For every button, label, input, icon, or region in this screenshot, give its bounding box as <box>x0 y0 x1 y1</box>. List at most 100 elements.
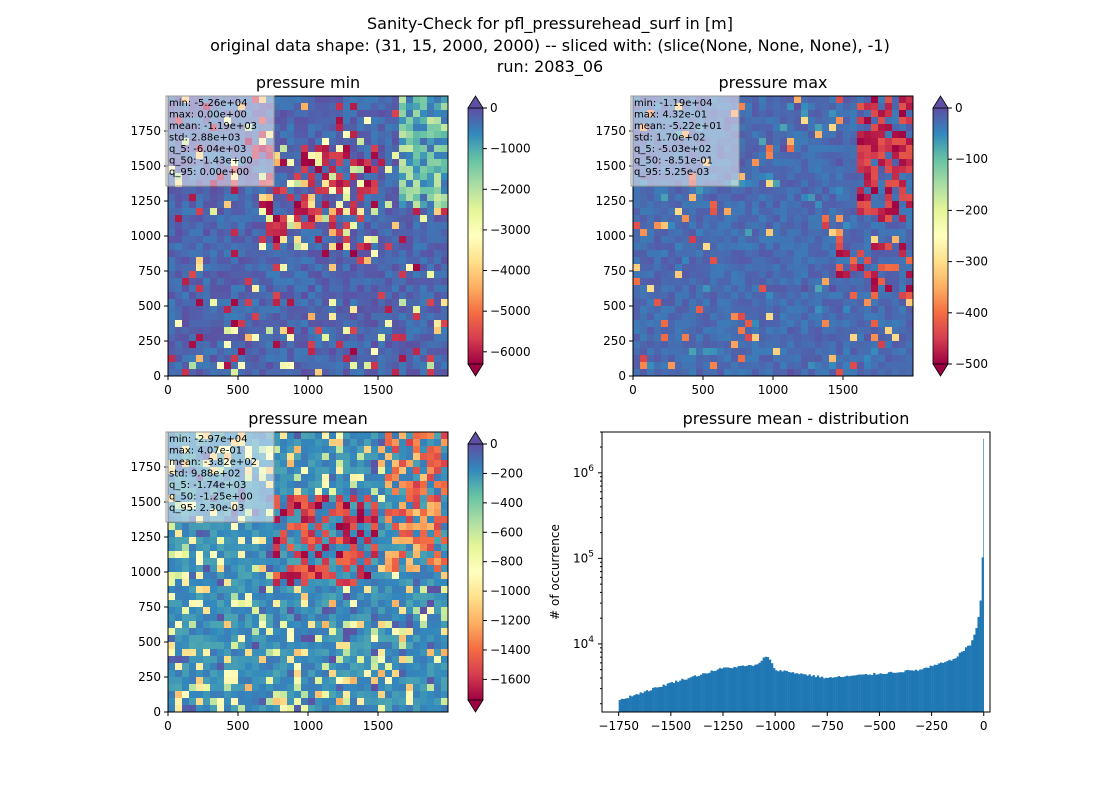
heatmap-cell <box>857 341 865 349</box>
heatmap-cell <box>752 215 760 223</box>
heatmap-cell <box>224 208 232 216</box>
heatmap-cell <box>322 439 330 447</box>
heatmap-cell <box>385 278 393 286</box>
heatmap-cell <box>336 488 344 496</box>
heatmap-cell <box>343 341 351 349</box>
heatmap-cell <box>717 271 725 279</box>
heatmap-cell <box>406 250 414 258</box>
heatmap-cell <box>434 173 442 181</box>
heatmap-cell <box>196 208 204 216</box>
heatmap-cell <box>259 677 267 685</box>
heatmap-cell <box>196 187 204 195</box>
heatmap-cell <box>308 117 316 125</box>
heatmap-cell <box>413 474 421 482</box>
heatmap-cell <box>231 306 239 314</box>
heatmap-cell <box>378 145 386 153</box>
heatmap-cell <box>766 348 774 356</box>
heatmap-cell <box>322 96 330 104</box>
heatmap-cell <box>294 600 302 608</box>
heatmap-cell <box>238 236 246 244</box>
heatmap-cell <box>738 145 746 153</box>
heatmap-cell <box>857 180 865 188</box>
heatmap-cell <box>892 166 900 174</box>
heatmap-cell <box>231 642 239 650</box>
panel-title: pressure mean <box>248 409 368 428</box>
heatmap-cell <box>378 208 386 216</box>
heatmap-cell <box>647 222 655 230</box>
heatmap-cell <box>378 159 386 167</box>
heatmap-cell <box>745 208 753 216</box>
heatmap-cell <box>259 705 267 713</box>
heatmap-cell <box>822 152 830 160</box>
heatmap-cell <box>168 215 176 223</box>
heatmap-cell <box>385 362 393 370</box>
heatmap-cell <box>441 670 449 678</box>
heatmap-cell <box>892 285 900 293</box>
heatmap-cell <box>822 355 830 363</box>
heatmap-cell <box>385 593 393 601</box>
heatmap-cell <box>196 362 204 370</box>
heatmap-cell <box>434 537 442 545</box>
heatmap-cell <box>843 264 851 272</box>
heatmap-cell <box>647 327 655 335</box>
heatmap-cell <box>801 299 809 307</box>
heatmap-cell <box>420 614 428 622</box>
heatmap-cell <box>675 215 683 223</box>
heatmap-cell <box>196 649 204 657</box>
heatmap-cell <box>238 635 246 643</box>
heatmap-cell <box>434 544 442 552</box>
heatmap-cell <box>336 334 344 342</box>
heatmap-cell <box>224 586 232 594</box>
heatmap-cell <box>406 670 414 678</box>
heatmap-cell <box>203 369 211 377</box>
heatmap-cell <box>427 348 435 356</box>
heatmap-cell <box>385 166 393 174</box>
heatmap-cell <box>385 509 393 517</box>
heatmap-cell <box>196 271 204 279</box>
heatmap-cell <box>675 341 683 349</box>
x-tick-label: 1000 <box>293 383 324 397</box>
heatmap-cell <box>766 271 774 279</box>
heatmap-cell <box>357 369 365 377</box>
heatmap-cell <box>745 320 753 328</box>
heatmap-cell <box>864 243 872 251</box>
heatmap-cell <box>441 439 449 447</box>
heatmap-cell <box>343 656 351 664</box>
heatmap-cell <box>392 229 400 237</box>
heatmap-cell <box>675 208 683 216</box>
heatmap-cell <box>885 131 893 139</box>
heatmap-cell <box>836 187 844 195</box>
heatmap-cell <box>822 194 830 202</box>
heatmap-cell <box>224 243 232 251</box>
heatmap-cell <box>175 663 183 671</box>
heatmap-cell <box>689 215 697 223</box>
heatmap-cell <box>654 194 662 202</box>
heatmap-cell <box>703 250 711 258</box>
heatmap-cell <box>682 229 690 237</box>
heatmap-cell <box>441 656 449 664</box>
heatmap-cell <box>287 117 295 125</box>
heatmap-cell <box>399 250 407 258</box>
heatmap-cell <box>189 558 197 566</box>
heatmap-cell <box>175 355 183 363</box>
heatmap-cell <box>441 523 449 531</box>
heatmap-cell <box>175 530 183 538</box>
heatmap-cell <box>238 684 246 692</box>
heatmap-cell <box>350 341 358 349</box>
heatmap-cell <box>420 271 428 279</box>
heatmap-cell <box>399 607 407 615</box>
heatmap-cell <box>689 362 697 370</box>
heatmap-cell <box>322 187 330 195</box>
heatmap-cell <box>294 579 302 587</box>
heatmap-cell <box>175 523 183 531</box>
heatmap-cell <box>168 551 176 559</box>
heatmap-cell <box>640 194 648 202</box>
heatmap-cell <box>385 432 393 440</box>
heatmap-cell <box>203 327 211 335</box>
heatmap-cell <box>259 691 267 699</box>
heatmap-cell <box>801 173 809 181</box>
heatmap-cell <box>871 278 879 286</box>
heatmap-cell <box>315 579 323 587</box>
heatmap-cell <box>654 313 662 321</box>
heatmap-cell <box>196 705 204 713</box>
